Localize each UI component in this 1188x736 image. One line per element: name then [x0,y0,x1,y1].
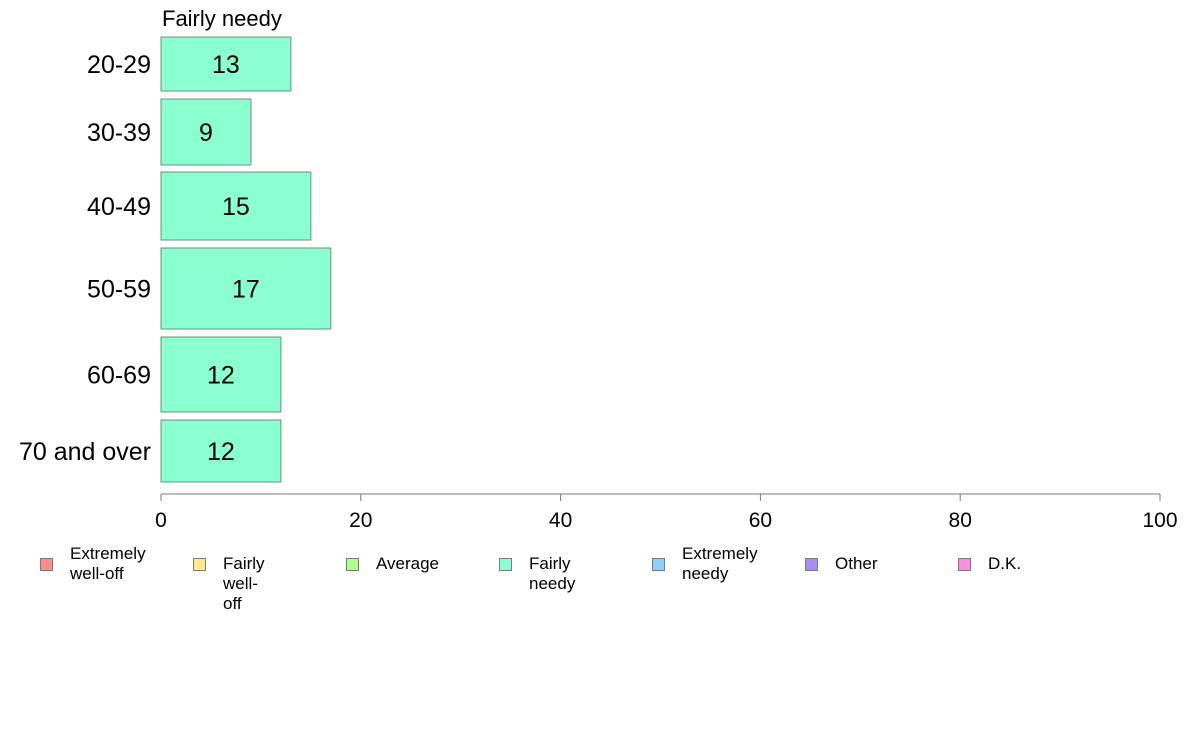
value-label: 12 [207,362,235,390]
x-tick-label: 40 [549,509,572,532]
legend-label: Fairly needy [529,554,576,593]
value-label: 9 [199,119,213,147]
legend-label: Average [376,554,440,573]
category-label: 20-29 [87,51,151,79]
value-label: 17 [232,276,260,304]
legend-label: Other [835,554,878,573]
category-label: 60-69 [87,362,151,390]
x-axis: 0 20 40 60 80 100 [155,493,1178,532]
x-tick-label: 20 [349,509,372,532]
legend-swatch [958,558,971,571]
bar-50-59 [160,247,332,330]
x-tick-label: 0 [155,509,167,532]
legend-swatch [805,558,818,571]
category-label: 70 and over [19,438,151,466]
x-tick-label: 100 [1142,509,1177,532]
legend-label: D.K. [988,554,1022,573]
category-label: 50-59 [87,276,151,304]
legend-swatch [40,558,53,571]
bar-70-and-over [160,419,282,483]
bar-20-29 [160,36,292,92]
legend-swatch [193,558,206,571]
legend-swatch [652,558,665,571]
bars-group: 20-29 13 30-39 9 40-49 15 50-59 17 60-69 12 70 and… [19,36,332,483]
bar-30-39 [160,98,252,166]
value-label: 12 [207,438,235,466]
legend-swatch [499,558,512,571]
value-label: 13 [212,51,240,79]
legend-label: Extremely well-off [70,544,146,583]
legend: Extremely well-off Fairly well-off Average… [0,540,1188,613]
category-label: 40-49 [87,193,151,221]
category-label: 30-39 [87,119,151,147]
bar-60-69 [160,336,282,413]
legend-label: Fairly well-off [223,554,265,613]
legend-label: Extremely needy [682,544,758,583]
bar-chart: Fairly needy 20-29 13 30-39 9 40-49 15 50-59 17… [19,6,1178,532]
legend-swatch [346,558,359,571]
x-tick-label: 80 [949,509,972,532]
panel-title: Fairly needy [162,6,282,31]
value-label: 15 [222,193,250,221]
bar-40-49 [160,171,312,241]
x-tick-label: 60 [749,509,772,532]
